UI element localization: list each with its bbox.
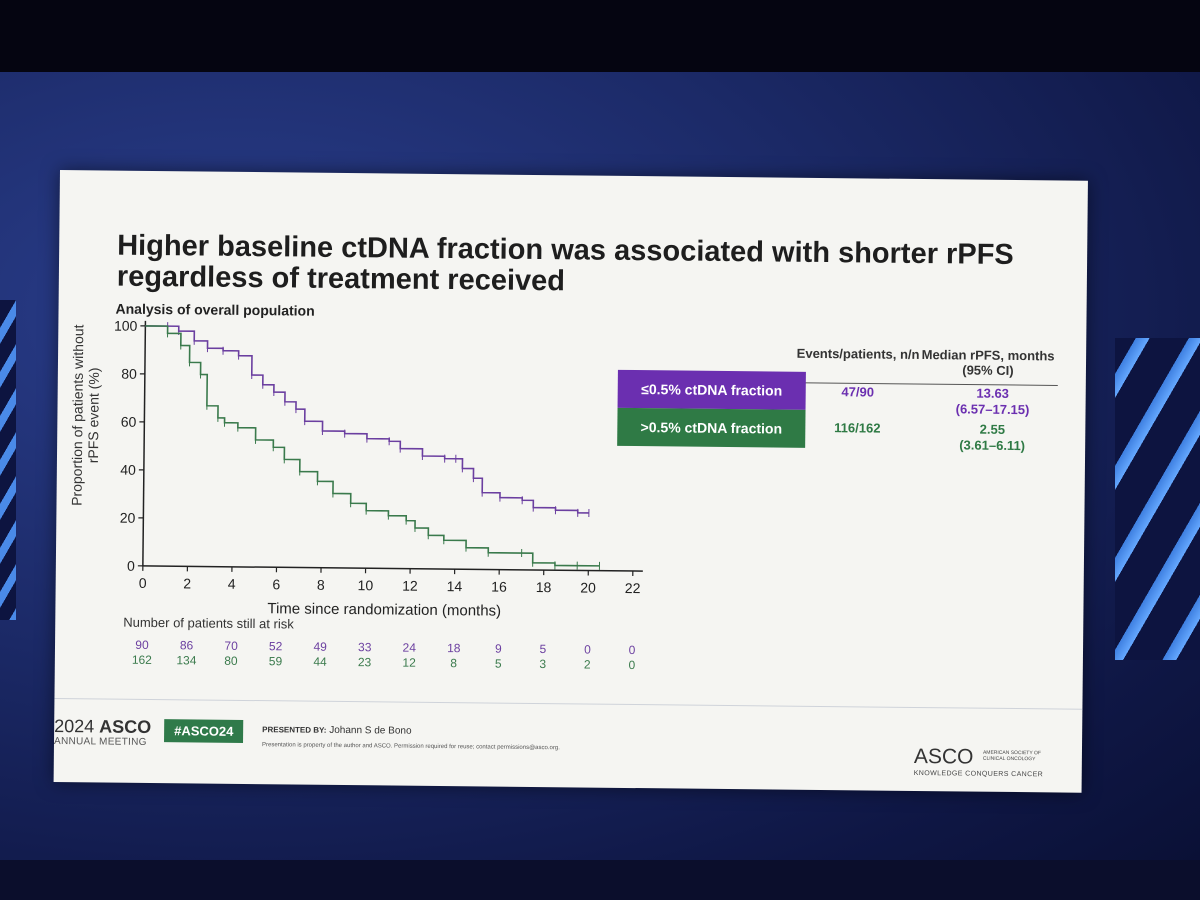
risk-value: 80: [224, 654, 238, 668]
x-tick-label: 16: [491, 579, 507, 595]
society-name: AMERICAN SOCIETY OF CLINICAL ONCOLOGY: [982, 749, 1041, 763]
ci-low: (6.57–17.15): [955, 401, 1030, 418]
y-tick-label: 20: [120, 510, 136, 526]
presentation-slide: Higher baseline ctDNA fraction was assoc…: [53, 170, 1088, 793]
risk-value: 24: [403, 641, 417, 655]
risk-value: 18: [447, 641, 461, 655]
hashtag-badge: #ASCO24: [164, 719, 244, 743]
y-tick-label: 0: [127, 558, 135, 574]
risk-value: 162: [132, 653, 152, 667]
y-tick-label: 100: [114, 318, 138, 334]
y-tick-label: 40: [120, 462, 136, 478]
risk-value: 33: [358, 640, 372, 654]
risk-value: 8: [450, 656, 457, 670]
x-tick-label: 22: [625, 580, 641, 596]
x-tick-label: 12: [402, 578, 418, 594]
presented-by: PRESENTED BY: Johann S de Bono: [262, 724, 411, 737]
risk-value: 2: [584, 658, 591, 672]
risk-value: 59: [269, 654, 283, 668]
risk-value: 5: [495, 657, 502, 671]
risk-value: 52: [269, 639, 283, 653]
x-tick-label: 20: [580, 579, 596, 595]
risk-value: 44: [313, 655, 327, 669]
x-tick-label: 18: [536, 579, 552, 595]
median-high: 2.55: [979, 421, 1006, 437]
x-tick-label: 0: [139, 575, 147, 591]
table-header-rule: [797, 382, 1058, 386]
asco-tagline: KNOWLEDGE CONQUERS CANCER: [913, 769, 1044, 779]
property-note: Presentation is property of the author a…: [261, 742, 560, 752]
x-axis-label: Time since randomization (months): [267, 600, 502, 620]
risk-value: 0: [629, 643, 636, 657]
risk-value: 90: [135, 638, 149, 652]
presented-by-label: PRESENTED BY:: [262, 725, 327, 735]
events-high: 116/162: [834, 420, 881, 436]
legend-high-ctdna: >0.5% ctDNA fraction: [617, 407, 806, 448]
x-tick-label: 8: [317, 577, 325, 593]
presenter-name: Johann S de Bono: [329, 724, 412, 737]
legend-low-ctdna: ≤0.5% ctDNA fraction: [617, 369, 806, 410]
asco-wordmark: ASCO: [99, 716, 152, 737]
risk-value: 12: [402, 656, 416, 670]
km-curve-series-2: [145, 325, 600, 567]
right-decor-panel: [1115, 338, 1200, 660]
risk-value: 23: [358, 655, 372, 669]
risk-table-title: Number of patients still at risk: [123, 614, 294, 632]
asco-logo-right: ASCO: [913, 744, 974, 769]
x-tick-label: 2: [183, 575, 191, 591]
x-tick-label: 10: [358, 577, 374, 593]
x-axis-line: [142, 565, 643, 572]
footer-rule: [54, 697, 1083, 710]
risk-value: 86: [180, 638, 194, 652]
y-tick-label: 60: [121, 414, 137, 430]
risk-value: 49: [313, 640, 327, 654]
ci-high: (3.61–6.11): [959, 437, 1026, 454]
risk-value: 5: [540, 642, 547, 656]
dark-ceiling: [0, 0, 1200, 80]
y-axis-line: [142, 320, 147, 566]
meeting-year: 2024: [54, 715, 95, 737]
y-tick-label: 80: [121, 366, 137, 382]
median-low: 13.63: [976, 385, 1010, 401]
risk-value: 9: [495, 642, 502, 656]
risk-value: 70: [224, 639, 238, 653]
x-tick-label: 6: [272, 576, 280, 592]
risk-value: 134: [176, 653, 196, 667]
risk-value: 0: [628, 658, 635, 672]
risk-value: 0: [584, 643, 591, 657]
annual-meeting-label: ANNUAL MEETING: [53, 735, 147, 748]
events-low: 47/90: [841, 384, 875, 400]
risk-value: 3: [539, 657, 546, 671]
x-tick-label: 14: [447, 578, 463, 594]
asco-meeting-logo: 2024 ASCO: [54, 716, 151, 738]
left-decor-panel: [0, 300, 16, 620]
stage-floor: [0, 860, 1200, 900]
x-tick-label: 4: [228, 576, 236, 592]
